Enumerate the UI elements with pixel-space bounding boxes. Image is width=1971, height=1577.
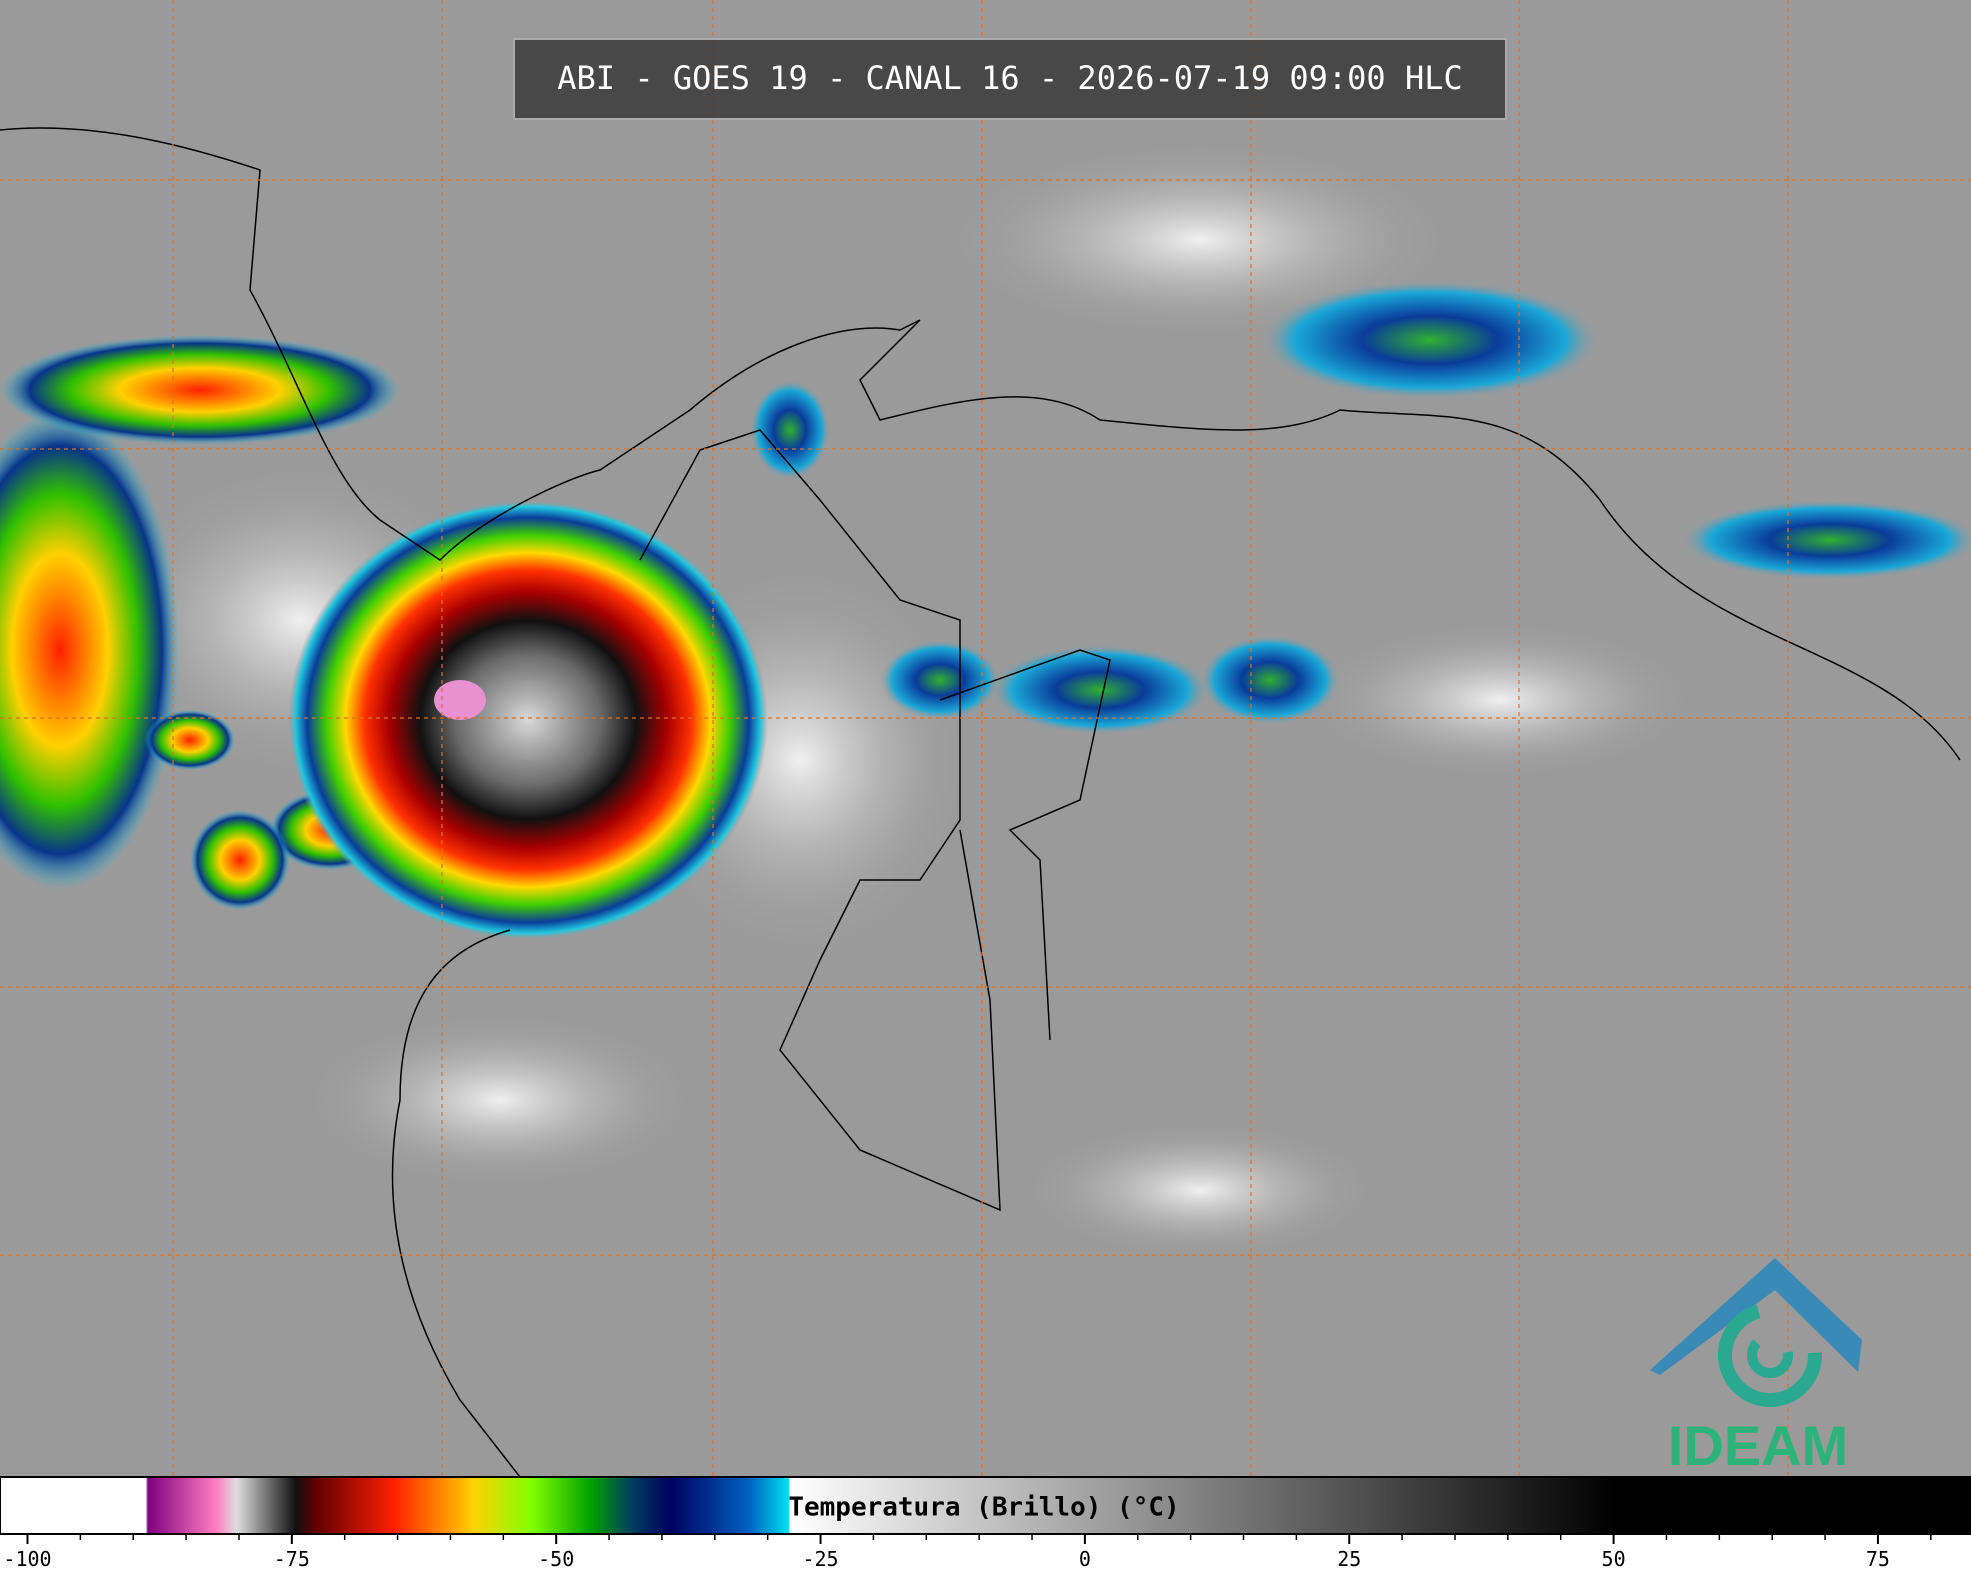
tick-label: 75	[1866, 1547, 1890, 1571]
title: ABI - GOES 19 - CANAL 16 - 2026-07-19 09…	[557, 59, 1462, 97]
coastlines	[0, 127, 1961, 1478]
tick-label: 0	[1079, 1547, 1091, 1571]
tick-label: 25	[1337, 1547, 1361, 1571]
logo: IDEAM	[1650, 1258, 1862, 1477]
colorbar-axis: -100 -75 -50 -25 0 25 50 75	[3, 1534, 1932, 1571]
title-box	[513, 38, 1507, 120]
clouds	[0, 140, 1971, 1260]
tick-label: -100	[3, 1547, 51, 1571]
colorbar	[0, 1476, 1971, 1535]
tick-label: -25	[802, 1547, 838, 1571]
tick-label: -50	[538, 1547, 574, 1571]
tick-label: -75	[274, 1547, 310, 1571]
logo-text: IDEAM	[1668, 1414, 1848, 1477]
tick-label: 50	[1602, 1547, 1626, 1571]
colorbar-label: Temperatura (Brillo) (°C)	[788, 1493, 1179, 1523]
graticule	[0, 0, 1971, 1477]
